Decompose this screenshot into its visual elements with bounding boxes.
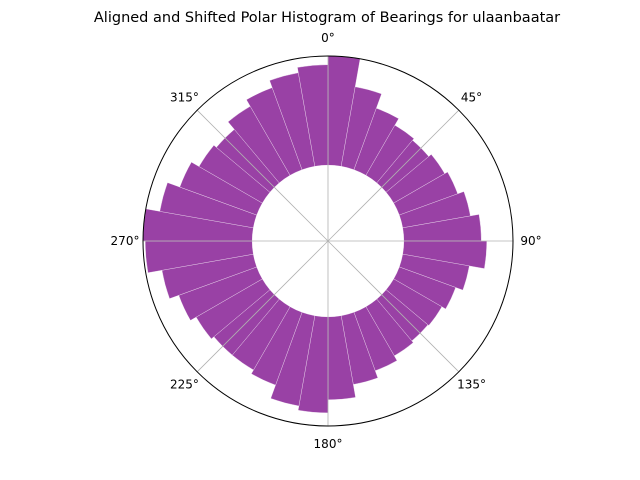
grid-spoke-315 (196, 109, 329, 242)
bar-15 (340, 86, 382, 170)
theta-tick-labels: 0° 45° 90° 135° 180° 225° 270° 315° (111, 31, 542, 451)
theta-tick-45: 45° (461, 90, 482, 104)
grid-spoke-135 (327, 240, 460, 373)
theta-tick-180: 180° (314, 437, 343, 451)
bar-95 (402, 240, 487, 269)
bar-285 (159, 182, 257, 229)
bar-185 (297, 315, 329, 414)
theta-tick-225: 225° (170, 378, 199, 392)
bar-305 (198, 145, 271, 204)
bar-125 (385, 278, 443, 326)
bar-35 (365, 125, 415, 184)
theta-tick-0: 0° (321, 31, 335, 45)
bar-295 (179, 161, 263, 216)
grid-spoke-45 (327, 109, 460, 242)
bar-205 (251, 306, 303, 386)
theta-tick-270: 270° (111, 234, 140, 248)
theta-tick-315: 315° (170, 90, 199, 104)
theta-tick-135: 135° (457, 378, 486, 392)
bar-115 (393, 266, 456, 310)
bar-25 (353, 107, 399, 176)
grid-group (143, 56, 513, 426)
grid-spoke-225 (196, 240, 329, 373)
theta-tick-90: 90° (520, 234, 541, 248)
chart-title: Aligned and Shifted Polar Histogram of B… (94, 10, 560, 26)
bar-105 (399, 253, 470, 291)
polar-outer-ring (142, 55, 514, 427)
bar-195 (270, 312, 316, 407)
